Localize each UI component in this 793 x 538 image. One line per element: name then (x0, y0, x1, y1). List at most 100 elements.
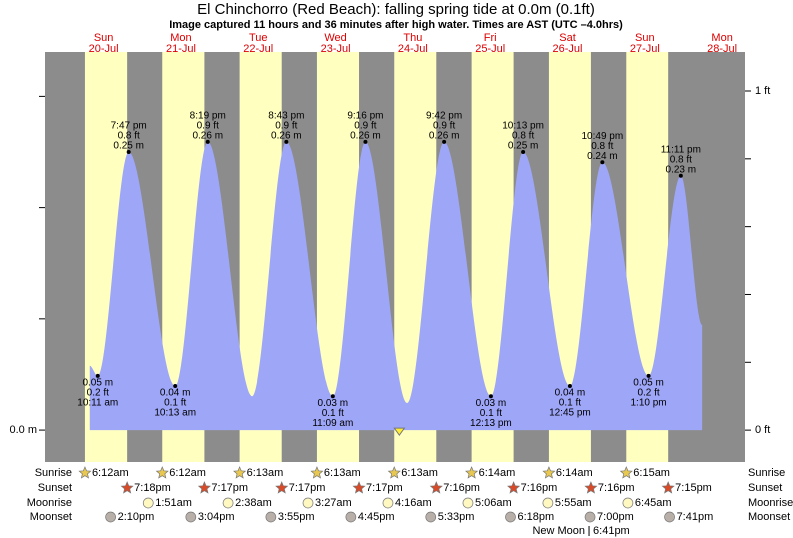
moon-icon (505, 511, 516, 523)
tide-extreme-label: 0.26 m (429, 131, 460, 142)
row-time: 3:27am (315, 497, 352, 509)
row-time: 6:13am (247, 467, 284, 479)
sun-icon (275, 481, 289, 494)
row-time: 7:17pm (366, 482, 403, 494)
sun-icon (155, 466, 169, 479)
tide-extreme-label: 12:45 pm (549, 408, 591, 419)
row-time: 4:16am (395, 497, 432, 509)
row-time: 7:16pm (598, 482, 635, 494)
row-time: 2:10pm (118, 511, 155, 523)
tide-extreme-dot (488, 394, 493, 399)
row-label: Sunrise (748, 467, 785, 479)
tide-extreme-label: 0.1 ft (559, 398, 581, 409)
tide-extreme-dot (442, 139, 447, 144)
day-date: 23-Jul (321, 43, 351, 55)
sun-icon (584, 481, 598, 494)
day-name: Sun (635, 32, 655, 44)
day-date: 21-Jul (166, 43, 196, 55)
tide-extreme-label: 0.9 ft (275, 121, 297, 132)
day-name: Sun (94, 32, 114, 44)
day-name: Fri (484, 32, 497, 44)
sun-icon (120, 481, 134, 494)
day-name: Thu (403, 32, 422, 44)
tide-extreme-label: 11:09 am (312, 418, 353, 429)
moon-icon (105, 511, 116, 523)
new-moon-time: 6:41pm (593, 525, 630, 537)
row-time: 4:45pm (358, 511, 395, 523)
tide-extreme-label: 9:16 pm (347, 111, 383, 122)
tide-extreme-label: 0.26 m (350, 131, 381, 142)
tide-extreme-label: 9:42 pm (426, 111, 462, 122)
tide-extreme-dot (521, 150, 526, 155)
tide-extreme-dot (330, 394, 335, 399)
tide-extreme-label: 8:19 pm (190, 111, 226, 122)
row-label: Moonrise (27, 497, 72, 509)
tide-extreme-label: 11:11 pm (661, 144, 701, 155)
sun-icon (352, 481, 366, 494)
tide-extreme-label: 0.8 ft (591, 141, 613, 152)
row-label: Sunset (748, 482, 782, 494)
tide-extreme-dot (363, 139, 368, 144)
tide-extreme-dot (284, 139, 289, 144)
day-name: Sat (559, 32, 576, 44)
moon-icon (622, 497, 634, 509)
moon-icon (462, 497, 474, 509)
day-name: Tue (249, 32, 268, 44)
moon-icon (302, 497, 314, 509)
sun-icon (507, 481, 521, 494)
moon-icon (142, 497, 154, 509)
moon-icon (664, 511, 675, 523)
new-moon-label: New Moon (532, 525, 585, 537)
row-time: 1:51am (155, 497, 192, 509)
tide-extreme-dot (567, 384, 572, 389)
tide-extreme-label: 0.8 ft (670, 154, 692, 165)
sun-icon (542, 466, 556, 479)
tide-extreme-label: 0.26 m (271, 131, 302, 142)
moon-icon (222, 497, 234, 509)
tide-extreme-label: 0.05 m (633, 378, 664, 389)
tide-extreme-label: 0.1 ft (164, 398, 186, 409)
sun-icon (310, 466, 324, 479)
day-date: 28-Jul (707, 43, 737, 55)
sun-icon (429, 481, 443, 494)
moon-icon (382, 497, 394, 509)
row-time: 6:14am (479, 467, 516, 479)
row-time: 7:17pm (211, 482, 248, 494)
row-time: 2:38am (235, 497, 272, 509)
sun-icon (661, 481, 675, 494)
tide-extreme-label: 0.2 ft (87, 388, 109, 399)
chart-subtitle: Image captured 11 hours and 36 minutes a… (169, 19, 623, 31)
moon-icon (584, 511, 596, 523)
tide-extreme-label: 0.1 ft (322, 408, 344, 419)
row-time: 7:41pm (677, 511, 714, 523)
sun-icon (387, 466, 401, 479)
row-time: 3:04pm (198, 511, 235, 523)
row-label: Sunset (38, 482, 72, 494)
day-date: 27-Jul (630, 43, 660, 55)
moon-icon (265, 511, 277, 523)
row-time: 7:17pm (289, 482, 326, 494)
tide-extreme-label: 8:43 pm (268, 111, 304, 122)
tide-extreme-dot (126, 150, 131, 155)
moon-icon (345, 511, 357, 523)
tide-extreme-label: 0.05 m (82, 378, 113, 389)
sun-icon (465, 466, 479, 479)
row-time: 5:33pm (438, 511, 475, 523)
tide-extreme-label: 7:47 pm (111, 121, 147, 132)
tide-extreme-label: 0.03 m (318, 398, 349, 409)
row-time: 7:16pm (443, 482, 480, 494)
tide-extreme-dot (95, 373, 100, 378)
chart-title: El Chinchorro (Red Beach): falling sprin… (197, 1, 595, 18)
tide-extreme-label: 0.03 m (476, 398, 507, 409)
tide-extreme-label: 0.9 ft (433, 121, 455, 132)
sun-icon (619, 466, 633, 479)
day-name: Mon (170, 32, 191, 44)
tide-extreme-label: 0.04 m (160, 388, 191, 399)
day-name: Wed (324, 32, 346, 44)
tide-extreme-dot (600, 160, 605, 165)
tide-extreme-dot (678, 173, 683, 178)
row-time: 6:15am (633, 467, 670, 479)
moon-icon (425, 511, 437, 523)
tide-extreme-label: 0.25 m (113, 141, 144, 152)
